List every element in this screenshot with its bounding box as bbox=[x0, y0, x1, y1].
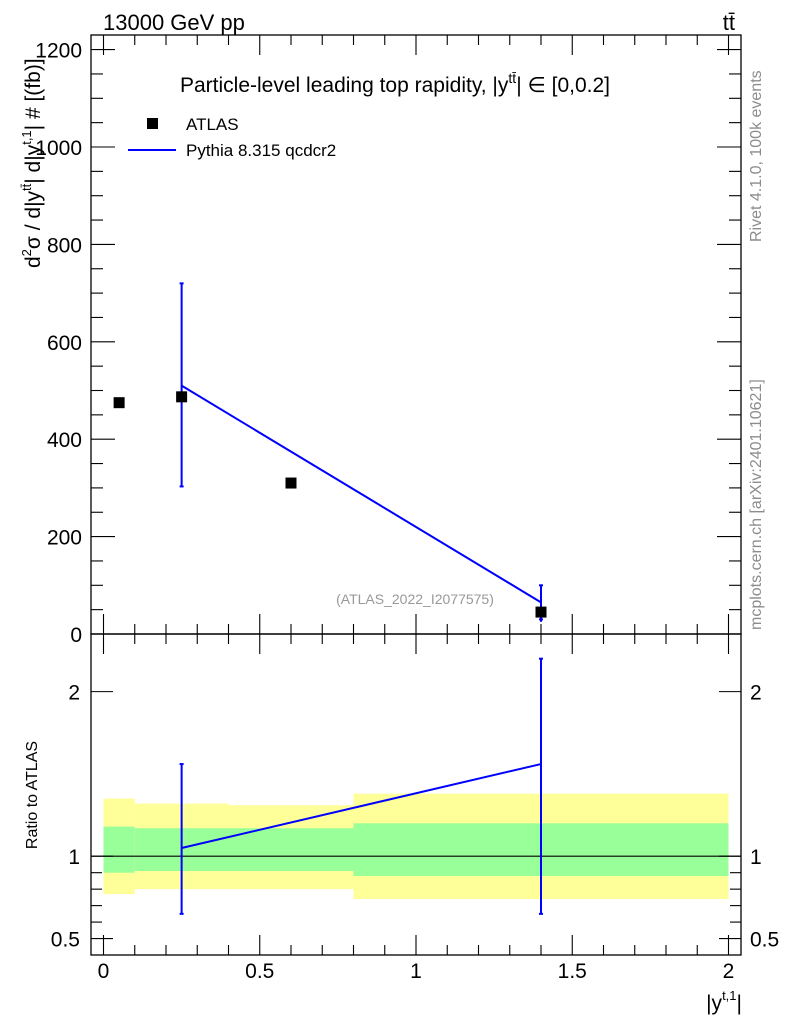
xlabel-prefix: |y bbox=[706, 992, 722, 1015]
analysis-watermark: (ATLAS_2022_I2077575) bbox=[336, 591, 494, 607]
ratio-series bbox=[179, 657, 543, 915]
xtick-label: 2 bbox=[723, 960, 735, 983]
ylabel-mid2: | d|y bbox=[22, 144, 45, 183]
ratio-ylabel: Ratio to ATLAS bbox=[24, 741, 41, 849]
ratio-band-inner bbox=[103, 826, 135, 873]
main-ytick-label: 600 bbox=[47, 332, 82, 355]
legend-label-atlas: ATLAS bbox=[186, 115, 239, 134]
main-ytick-label: 0 bbox=[70, 624, 82, 647]
xtick-label: 1 bbox=[410, 960, 422, 983]
xtick-label: 0.5 bbox=[245, 960, 274, 983]
ratio-ytick-label-left: 0.5 bbox=[51, 929, 80, 952]
ratio-ytick-label-right: 0.5 bbox=[750, 929, 779, 952]
main-ytick-labels: 0 200 400 600 800 1000 1200 bbox=[35, 40, 82, 647]
main-title-suffix: | ∈ [0,0.2] bbox=[516, 74, 610, 97]
ylabel-end: | # [(fb)] bbox=[22, 58, 45, 130]
ylabel-sup-t1: t,1 bbox=[19, 130, 34, 144]
legend: ATLAS Pythia 8.315 qcdcr2 bbox=[128, 115, 336, 160]
ratio-bands bbox=[103, 793, 729, 900]
mcplots-label: mcplots.cern.ch [arXiv:2401.10621] bbox=[748, 379, 765, 630]
ratio-axis-ticks bbox=[91, 634, 741, 955]
ylabel-sup-2: 2 bbox=[19, 249, 34, 256]
data-point-marker bbox=[176, 391, 188, 403]
energy-label: 13000 GeV pp bbox=[103, 10, 245, 35]
ylabel-mid: σ / d|y bbox=[22, 190, 45, 249]
process-label: tt̄ bbox=[723, 10, 735, 35]
ylabel-d: d bbox=[22, 256, 45, 268]
ratio-band-inner bbox=[228, 828, 354, 872]
main-panel: 0 200 400 600 800 1000 1200 Particle-level lea… bbox=[19, 34, 742, 647]
ratio-panel: 0.5 0.5 1 1 2 2 0 0.5 1 1.5 2 Ratio to ATLAS |yt,… bbox=[24, 633, 779, 1015]
xtick-label: 0 bbox=[98, 960, 110, 983]
x-axis-label: |yt,1| bbox=[706, 988, 742, 1015]
main-title: Particle-level leading top rapidity, |yt… bbox=[180, 70, 610, 97]
ratio-ytick-label-left: 2 bbox=[68, 682, 80, 705]
xlabel-suffix: | bbox=[737, 992, 742, 1015]
data-point-marker bbox=[535, 606, 547, 618]
main-ytick-label: 1200 bbox=[35, 40, 82, 63]
main-axis-ticks bbox=[91, 35, 741, 635]
xlabel-sup: t,1 bbox=[722, 988, 736, 1003]
ratio-mc-line bbox=[181, 763, 542, 849]
main-title-prefix: Particle-level leading top rapidity, |y bbox=[180, 74, 509, 97]
ratio-ytick-label-right: 1 bbox=[750, 846, 762, 869]
ylabel-sup-tt: tt̄ bbox=[19, 183, 34, 191]
mc-line bbox=[181, 384, 542, 604]
ratio-ytick-label-right: 2 bbox=[750, 682, 762, 705]
main-title-sup: tt̄ bbox=[508, 70, 516, 86]
main-ytick-label: 200 bbox=[47, 527, 82, 550]
ratio-ytick-labels: 0.5 0.5 1 1 2 2 bbox=[51, 682, 779, 952]
main-ytick-label: 1000 bbox=[35, 137, 82, 160]
xtick-label: 1.5 bbox=[558, 960, 587, 983]
data-point-marker bbox=[113, 397, 125, 409]
main-series bbox=[113, 282, 547, 622]
main-ytick-label: 800 bbox=[47, 234, 82, 257]
ratio-ytick-label-left: 1 bbox=[68, 846, 80, 869]
xtick-labels: 0 0.5 1 1.5 2 bbox=[98, 960, 735, 983]
legend-label-pythia: Pythia 8.315 qcdcr2 bbox=[186, 141, 336, 160]
data-point-marker bbox=[285, 477, 297, 489]
main-ytick-label: 400 bbox=[47, 429, 82, 452]
rivet-version-label: Rivet 4.1.0, 100k events bbox=[748, 70, 765, 242]
legend-marker-atlas bbox=[147, 118, 158, 129]
main-ylabel: d2σ / d|ytt̄| d|yt,1| # [(fb)] bbox=[19, 58, 45, 268]
